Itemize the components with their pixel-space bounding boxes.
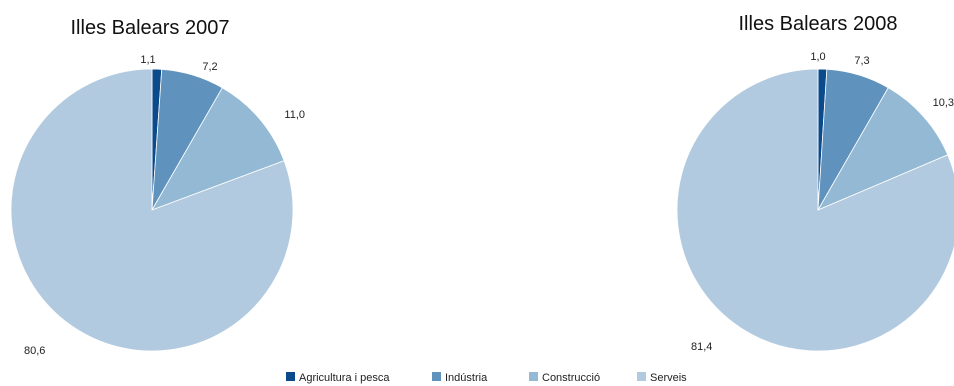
pie-slice-construccio [151, 87, 285, 211]
chart-title-2007: Illes Balears 2007 [71, 17, 230, 39]
legend-swatch-agricultura [286, 372, 295, 381]
data-label-serveis: 81,4 [691, 341, 712, 353]
pie-chart-2008: Illes Balears 2008 1,0 7,3 10,3 81,4 [676, 13, 954, 353]
pie-data-labels-2008: 1,0 7,3 10,3 81,4 [691, 51, 954, 353]
data-label-agricultura: 1,1 [140, 54, 155, 66]
legend-item-agricultura: Agricultura i pesca [286, 372, 390, 384]
pie-data-labels-2007: 1,1 7,2 11,0 80,6 [24, 54, 305, 357]
legend-item-serveis: Serveis [637, 372, 687, 384]
data-label-construccio: 10,3 [933, 97, 954, 109]
data-label-construccio: 11,0 [284, 109, 305, 121]
data-label-industria: 7,3 [854, 55, 869, 67]
legend-label-serveis: Serveis [650, 372, 687, 384]
pie-slices-2007 [10, 68, 294, 352]
chart-title-2008: Illes Balears 2008 [739, 13, 898, 35]
data-label-serveis: 80,6 [24, 345, 45, 357]
pie-slice-construccio [817, 87, 949, 211]
data-label-agricultura: 1,0 [810, 51, 825, 63]
pie-slice-serveis [676, 68, 954, 352]
pie-slice-serveis [10, 68, 294, 352]
legend-item-industria: Indústria [432, 372, 488, 384]
pie-chart-2007: Illes Balears 2007 1,1 7,2 11,0 80,6 [10, 17, 305, 357]
legend-label-industria: Indústria [445, 372, 488, 384]
legend-swatch-industria [432, 372, 441, 381]
legend-item-construccio: Construcció [529, 372, 600, 384]
legend-label-agricultura: Agricultura i pesca [299, 372, 390, 384]
data-label-industria: 7,2 [202, 61, 217, 73]
legend: Agricultura i pesca Indústria Construcci… [286, 372, 687, 384]
legend-swatch-serveis [637, 372, 646, 381]
legend-label-construccio: Construcció [542, 372, 600, 384]
pie-slices-2008 [676, 68, 954, 352]
legend-swatch-construccio [529, 372, 538, 381]
